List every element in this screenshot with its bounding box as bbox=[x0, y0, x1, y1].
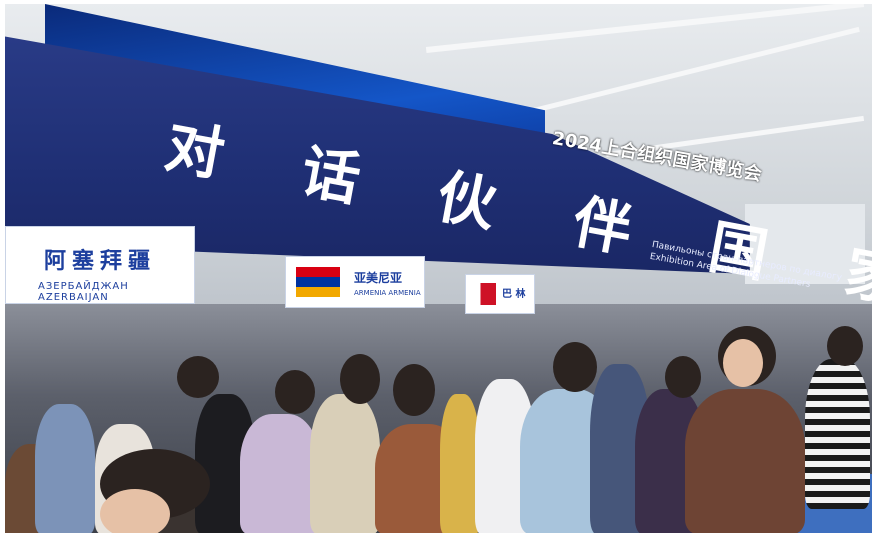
visitor-face bbox=[100, 489, 170, 533]
booth-name-en: АЗЕРБАЙДЖАН AZERBAIJAN bbox=[38, 281, 129, 303]
visitor-head bbox=[665, 356, 701, 398]
visitor bbox=[440, 394, 480, 533]
armenia-booth-sign: 亚美尼亚 ARMENIA ARMENIA bbox=[285, 256, 425, 308]
visitor-face bbox=[723, 339, 763, 387]
armenia-flag-icon bbox=[296, 267, 340, 297]
booth-name-cn: 亚美尼亚 bbox=[354, 271, 403, 285]
booth-name-en: ARMENIA ARMENIA bbox=[354, 289, 421, 297]
booth-name-cn: 阿塞拜疆 bbox=[44, 249, 157, 274]
visitor-head bbox=[827, 326, 863, 366]
visitor bbox=[685, 389, 805, 533]
visitor bbox=[240, 414, 320, 533]
visitor-head bbox=[275, 370, 315, 414]
bahrain-flag-icon bbox=[472, 283, 496, 305]
hall-wall bbox=[745, 204, 865, 284]
azerbaijan-booth-sign: 阿塞拜疆 АЗЕРБАЙДЖАН AZERBAIJAN bbox=[5, 226, 195, 304]
visitor-head bbox=[553, 342, 597, 392]
visitor-head bbox=[393, 364, 435, 416]
bahrain-booth-sign: 巴 林 bbox=[465, 274, 535, 314]
expo-hall-photo: 对 话 伙 伴 国 家 展 区 Павильоны стран-партнеро… bbox=[5, 4, 872, 533]
visitor bbox=[310, 394, 380, 533]
visitor-head bbox=[177, 356, 219, 398]
visitor bbox=[35, 404, 95, 533]
visitor bbox=[805, 359, 870, 509]
visitor-head bbox=[340, 354, 380, 404]
booth-name-cn: 巴 林 bbox=[502, 289, 526, 300]
